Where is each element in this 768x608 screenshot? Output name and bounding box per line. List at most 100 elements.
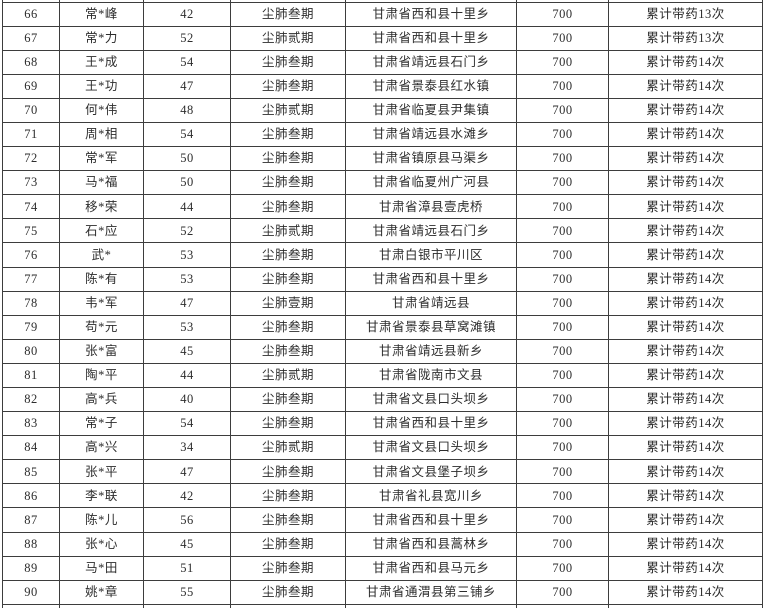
cell-masked-name: 高*兴 bbox=[59, 435, 144, 461]
cell-masked-name: 韦*军 bbox=[59, 290, 144, 316]
cell-medication-note: 累计带药14次 bbox=[608, 459, 763, 485]
cell-medication-note: 累计带药14次 bbox=[608, 290, 763, 316]
cell-age: 47 bbox=[143, 73, 231, 99]
cell-row-number: 77 bbox=[2, 266, 60, 292]
cell-age: 42 bbox=[143, 483, 231, 509]
cell-amount: 700 bbox=[516, 266, 609, 292]
cell-diagnosis-stage: 尘肺叁期 bbox=[230, 459, 346, 485]
cell-amount: 700 bbox=[516, 194, 609, 220]
table-row: 85 张*平 47 尘肺叁期 甘肃省文县堡子坝乡 700 累计带药14次 bbox=[2, 459, 763, 485]
cell-masked-name: 高*兵 bbox=[59, 386, 144, 413]
cell-medication-note: 累计带药14次 bbox=[608, 483, 763, 509]
table-row: 87 陈*儿 56 尘肺叁期 甘肃省西和县十里乡 700 累计带药14次 bbox=[2, 507, 763, 533]
cell-address: 甘肃白银市平川区 bbox=[345, 242, 517, 268]
cell-masked-name: 常*子 bbox=[59, 411, 144, 437]
cell-age: 52 bbox=[143, 25, 231, 51]
cell-medication-note: 累计带药14次 bbox=[608, 266, 763, 292]
cell-amount: 700 bbox=[516, 435, 609, 461]
cell-row-number: 74 bbox=[2, 194, 60, 220]
table-row: 76 武* 53 尘肺叁期 甘肃白银市平川区 700 累计带药14次 bbox=[2, 242, 763, 268]
cell-amount: 700 bbox=[516, 49, 609, 75]
table-row: 77 陈*有 53 尘肺叁期 甘肃省西和县十里乡 700 累计带药14次 bbox=[2, 266, 763, 292]
cell-age: 53 bbox=[143, 242, 231, 268]
cell-masked-name: 武* bbox=[59, 242, 144, 268]
cell-medication-note: 累计带药13次 bbox=[608, 1, 763, 27]
cell-row-number: 84 bbox=[2, 435, 60, 461]
table-row: 74 移*荣 44 尘肺叁期 甘肃省漳县壹虎桥 700 累计带药14次 bbox=[2, 194, 763, 220]
cell-age: 50 bbox=[143, 170, 231, 196]
cell-age: 50 bbox=[143, 146, 231, 172]
cell-medication-note: 累计带药14次 bbox=[608, 146, 763, 172]
cell-address: 甘肃省临夏县尹集镇 bbox=[345, 97, 517, 123]
cell-medication-note: 累计带药14次 bbox=[608, 579, 763, 605]
cell-diagnosis-stage: 尘肺叁期 bbox=[230, 483, 346, 509]
cutoff-cell bbox=[143, 604, 231, 608]
table-row: 84 高*兴 34 尘肺贰期 甘肃省文县口头坝乡 700 累计带药14次 bbox=[2, 435, 763, 461]
cell-address: 甘肃省西和县十里乡 bbox=[345, 507, 517, 533]
cell-address: 甘肃省漳县壹虎桥 bbox=[345, 194, 517, 220]
cell-row-number: 68 bbox=[2, 49, 60, 75]
cell-medication-note: 累计带药14次 bbox=[608, 242, 763, 268]
table-row: 73 马*福 50 尘肺叁期 甘肃省临夏州广河县 700 累计带药14次 bbox=[2, 170, 763, 196]
cell-amount: 700 bbox=[516, 579, 609, 605]
cell-row-number: 69 bbox=[2, 73, 60, 99]
cell-masked-name: 马*福 bbox=[59, 170, 144, 196]
cell-address: 甘肃省西和县十里乡 bbox=[345, 411, 517, 437]
cutoff-cell bbox=[59, 604, 144, 608]
cell-address: 甘肃省靖远县水滩乡 bbox=[345, 121, 517, 148]
cell-diagnosis-stage: 尘肺叁期 bbox=[230, 73, 346, 99]
cell-diagnosis-stage: 尘肺贰期 bbox=[230, 25, 346, 51]
cell-row-number: 88 bbox=[2, 531, 60, 557]
cell-masked-name: 常*峰 bbox=[59, 1, 144, 27]
cutoff-cell bbox=[345, 604, 517, 608]
cell-row-number: 71 bbox=[2, 121, 60, 148]
cell-row-number: 89 bbox=[2, 555, 60, 581]
table-row: 79 苟*元 53 尘肺叁期 甘肃省景泰县草窝滩镇 700 累计带药14次 bbox=[2, 314, 763, 340]
cell-age: 54 bbox=[143, 411, 231, 437]
cell-row-number: 83 bbox=[2, 411, 60, 437]
cell-medication-note: 累计带药14次 bbox=[608, 411, 763, 437]
cell-masked-name: 马*田 bbox=[59, 555, 144, 581]
cell-amount: 700 bbox=[516, 242, 609, 268]
cell-address: 甘肃省文县口头坝乡 bbox=[345, 386, 517, 413]
cell-address: 甘肃省临夏州广河县 bbox=[345, 170, 517, 196]
cell-masked-name: 张*心 bbox=[59, 531, 144, 557]
cell-diagnosis-stage: 尘肺叁期 bbox=[230, 1, 346, 27]
cell-diagnosis-stage: 尘肺贰期 bbox=[230, 218, 346, 244]
cell-row-number: 70 bbox=[2, 97, 60, 123]
cell-address: 甘肃省西和县十里乡 bbox=[345, 266, 517, 292]
cell-row-number: 73 bbox=[2, 170, 60, 196]
cell-amount: 700 bbox=[516, 507, 609, 533]
cell-medication-note: 累计带药14次 bbox=[608, 531, 763, 557]
cutoff-cell bbox=[2, 604, 60, 608]
cell-address: 甘肃省镇原县马渠乡 bbox=[345, 146, 517, 172]
cell-age: 40 bbox=[143, 386, 231, 413]
cell-row-number: 67 bbox=[2, 25, 60, 51]
cell-address: 甘肃省景泰县草窝滩镇 bbox=[345, 314, 517, 340]
cell-address: 甘肃省西和县蒿林乡 bbox=[345, 531, 517, 557]
cell-medication-note: 累计带药14次 bbox=[608, 49, 763, 75]
table-row: 89 马*田 51 尘肺叁期 甘肃省西和县马元乡 700 累计带药14次 bbox=[2, 555, 763, 581]
cell-address: 甘肃省文县堡子坝乡 bbox=[345, 459, 517, 485]
cell-masked-name: 移*荣 bbox=[59, 194, 144, 220]
cell-age: 48 bbox=[143, 97, 231, 123]
cell-medication-note: 累计带药14次 bbox=[608, 362, 763, 389]
cell-masked-name: 王*成 bbox=[59, 49, 144, 75]
cell-age: 34 bbox=[143, 435, 231, 461]
cell-row-number: 75 bbox=[2, 218, 60, 244]
table-row: 83 常*子 54 尘肺叁期 甘肃省西和县十里乡 700 累计带药14次 bbox=[2, 411, 763, 437]
cell-amount: 700 bbox=[516, 121, 609, 148]
table-row: 88 张*心 45 尘肺叁期 甘肃省西和县蒿林乡 700 累计带药14次 bbox=[2, 531, 763, 557]
cell-age: 51 bbox=[143, 555, 231, 581]
cell-address: 甘肃省礼县宽川乡 bbox=[345, 483, 517, 509]
cell-age: 54 bbox=[143, 49, 231, 75]
cell-age: 55 bbox=[143, 579, 231, 605]
cell-amount: 700 bbox=[516, 338, 609, 364]
cell-diagnosis-stage: 尘肺叁期 bbox=[230, 338, 346, 364]
cell-masked-name: 王*功 bbox=[59, 73, 144, 99]
cell-age: 44 bbox=[143, 194, 231, 220]
cell-medication-note: 累计带药14次 bbox=[608, 218, 763, 244]
cell-diagnosis-stage: 尘肺贰期 bbox=[230, 435, 346, 461]
cell-diagnosis-stage: 尘肺叁期 bbox=[230, 146, 346, 172]
cell-medication-note: 累计带药14次 bbox=[608, 170, 763, 196]
